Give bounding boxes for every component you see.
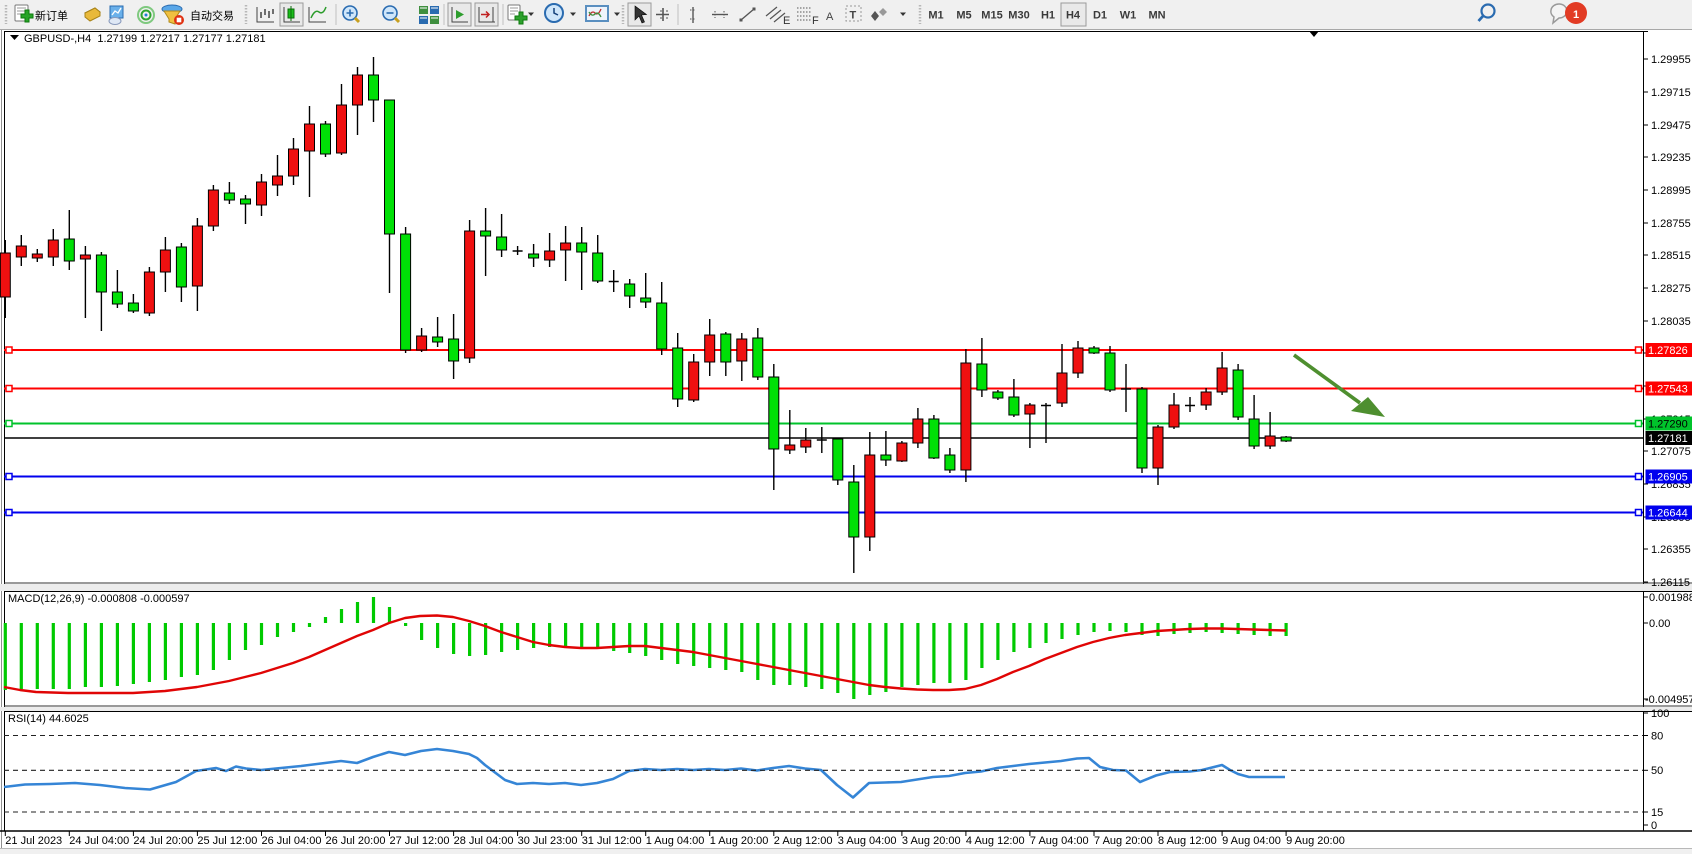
svg-text:M30: M30 bbox=[1008, 10, 1029, 22]
svg-text:8 Aug 12:00: 8 Aug 12:00 bbox=[1158, 835, 1217, 847]
svg-text:27 Jul 12:00: 27 Jul 12:00 bbox=[390, 835, 450, 847]
svg-text:9 Aug 04:00: 9 Aug 04:00 bbox=[1222, 835, 1281, 847]
svg-text:1.27181: 1.27181 bbox=[1648, 433, 1688, 445]
svg-text:7 Aug 04:00: 7 Aug 04:00 bbox=[1030, 835, 1089, 847]
svg-text:25 Jul 12:00: 25 Jul 12:00 bbox=[197, 835, 257, 847]
svg-text:1.27290: 1.27290 bbox=[1648, 419, 1688, 431]
svg-text:24 Jul 20:00: 24 Jul 20:00 bbox=[133, 835, 193, 847]
svg-text:2 Aug 12:00: 2 Aug 12:00 bbox=[774, 835, 833, 847]
svg-text:1.29475: 1.29475 bbox=[1651, 120, 1691, 132]
svg-text:1: 1 bbox=[1573, 9, 1579, 21]
svg-text:26 Jul 20:00: 26 Jul 20:00 bbox=[326, 835, 386, 847]
svg-text:24 Jul 04:00: 24 Jul 04:00 bbox=[69, 835, 129, 847]
svg-text:3 Aug 04:00: 3 Aug 04:00 bbox=[838, 835, 897, 847]
svg-text:1.27543: 1.27543 bbox=[1648, 384, 1688, 396]
svg-text:1.28995: 1.28995 bbox=[1651, 185, 1691, 197]
svg-text:80: 80 bbox=[1651, 731, 1663, 743]
svg-text:31 Jul 12:00: 31 Jul 12:00 bbox=[582, 835, 642, 847]
svg-text:RSI(14) 44.6025: RSI(14) 44.6025 bbox=[8, 713, 89, 725]
svg-text:1.27075: 1.27075 bbox=[1651, 446, 1691, 458]
svg-text:0.001988: 0.001988 bbox=[1649, 592, 1692, 604]
svg-text:MN: MN bbox=[1148, 10, 1165, 22]
svg-text:1.27826: 1.27826 bbox=[1648, 345, 1688, 357]
svg-text:1.28515: 1.28515 bbox=[1651, 250, 1691, 262]
svg-text:1.28755: 1.28755 bbox=[1651, 218, 1691, 230]
svg-text:1.29955: 1.29955 bbox=[1651, 54, 1691, 66]
svg-text:新订单: 新订单 bbox=[35, 9, 68, 23]
svg-text:-0.004957: -0.004957 bbox=[1645, 694, 1692, 706]
svg-text:0.00: 0.00 bbox=[1649, 618, 1670, 630]
svg-text:T: T bbox=[850, 10, 857, 22]
svg-text:26 Jul 04:00: 26 Jul 04:00 bbox=[262, 835, 322, 847]
svg-text:M5: M5 bbox=[956, 10, 971, 22]
svg-text:1.28035: 1.28035 bbox=[1651, 316, 1691, 328]
svg-text:1.26905: 1.26905 bbox=[1648, 472, 1688, 484]
svg-text:4 Aug 12:00: 4 Aug 12:00 bbox=[966, 835, 1025, 847]
svg-text:M1: M1 bbox=[928, 10, 943, 22]
svg-text:50: 50 bbox=[1651, 765, 1663, 777]
svg-text:15: 15 bbox=[1651, 807, 1663, 819]
svg-text:E: E bbox=[783, 15, 790, 27]
svg-text:28 Jul 04:00: 28 Jul 04:00 bbox=[454, 835, 514, 847]
svg-text:1 Aug 20:00: 1 Aug 20:00 bbox=[710, 835, 769, 847]
svg-text:GBPUSD-,H4 1.27199 1.27217 1.: GBPUSD-,H4 1.27199 1.27217 1.27177 1.271… bbox=[24, 33, 266, 45]
svg-text:F: F bbox=[812, 15, 819, 27]
svg-text:3 Aug 20:00: 3 Aug 20:00 bbox=[902, 835, 961, 847]
svg-text:1 Aug 04:00: 1 Aug 04:00 bbox=[646, 835, 705, 847]
svg-text:0: 0 bbox=[1651, 820, 1657, 832]
svg-text:A: A bbox=[826, 11, 834, 23]
svg-text:1.26115: 1.26115 bbox=[1651, 577, 1690, 589]
svg-text:M15: M15 bbox=[981, 10, 1002, 22]
svg-text:W1: W1 bbox=[1120, 10, 1137, 22]
svg-text:MACD(12,26,9) -0.000808 -0.000: MACD(12,26,9) -0.000808 -0.000597 bbox=[8, 593, 190, 605]
svg-text:21 Jul 2023: 21 Jul 2023 bbox=[5, 835, 62, 847]
svg-text:H1: H1 bbox=[1041, 10, 1055, 22]
svg-text:7 Aug 20:00: 7 Aug 20:00 bbox=[1094, 835, 1153, 847]
svg-text:1.28275: 1.28275 bbox=[1651, 283, 1691, 295]
svg-text:30 Jul 23:00: 30 Jul 23:00 bbox=[518, 835, 578, 847]
svg-text:H4: H4 bbox=[1066, 10, 1081, 22]
svg-text:100: 100 bbox=[1651, 708, 1669, 720]
svg-text:1.29235: 1.29235 bbox=[1651, 152, 1691, 164]
svg-text:1.26644: 1.26644 bbox=[1648, 508, 1688, 520]
svg-text:1.29715: 1.29715 bbox=[1651, 87, 1691, 99]
svg-text:D1: D1 bbox=[1093, 10, 1107, 22]
svg-text:自动交易: 自动交易 bbox=[190, 9, 234, 23]
svg-text:1.26355: 1.26355 bbox=[1651, 544, 1691, 556]
svg-text:9 Aug 20:00: 9 Aug 20:00 bbox=[1286, 835, 1345, 847]
